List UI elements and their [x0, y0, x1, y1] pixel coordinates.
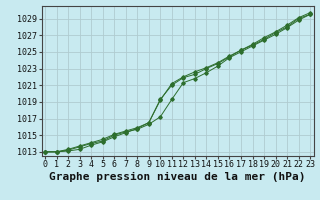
X-axis label: Graphe pression niveau de la mer (hPa): Graphe pression niveau de la mer (hPa) [49, 172, 306, 182]
